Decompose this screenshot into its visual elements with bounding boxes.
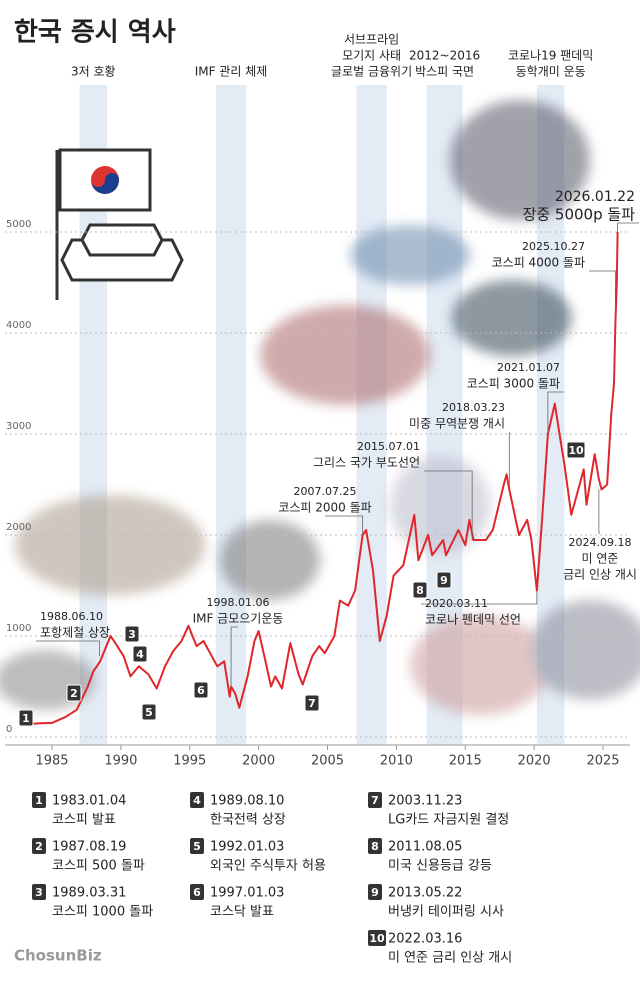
legend-date: 2022.03.16 [388, 932, 462, 947]
title: 한국 증시 역사 [14, 18, 176, 48]
legend-text: 한국전력 상장 [210, 813, 286, 828]
x-tick-label: 2005 [311, 754, 344, 769]
y-tick-label: 1000 [6, 623, 31, 634]
annotation-text: 2025.10.27 [522, 240, 585, 253]
legend-date: 2011.08.05 [388, 840, 462, 855]
legend-number: 1 [35, 794, 43, 807]
legend-date: 1997.01.03 [210, 886, 284, 901]
leader-line [618, 223, 639, 232]
annotation-text: 2015.07.01 [357, 440, 420, 453]
legend-text: 코스피 1000 돌파 [52, 905, 153, 920]
annotation-text: 금리 인상 개시 [563, 568, 637, 582]
x-tick-label: 2025 [586, 754, 619, 769]
annotation-text: 2007.07.25 [294, 485, 357, 498]
flag-icon [57, 150, 182, 300]
legend-text: LG카드 자금지원 결정 [388, 813, 509, 828]
annotation-text: 코스피 2000 돌파 [278, 501, 371, 515]
annotation-text: 2018.03.23 [442, 401, 505, 414]
legend-number: 5 [193, 840, 201, 853]
annotation-text: 그리스 국가 부도선언 [313, 456, 420, 470]
legend-number: 6 [193, 886, 201, 899]
period-label: 3저 호황 [71, 65, 116, 79]
period-label: 글로벌 금융위기 [331, 65, 412, 79]
annotation-text: 포항제철 상장 [40, 626, 110, 640]
legend-date: 1987.08.19 [52, 840, 126, 855]
annotation-text: 1998.01.06 [207, 596, 270, 609]
legend-date: 2013.05.22 [388, 886, 462, 901]
legend-text: 외국인 주식투자 허용 [210, 859, 326, 874]
annotation-text: 2020.03.11 [425, 597, 488, 610]
legend-number: 9 [371, 886, 379, 899]
legend-number: 2 [35, 840, 43, 853]
x-tick-label: 2020 [518, 754, 551, 769]
period-label: 2012~2016 [409, 49, 480, 63]
event-marker-number: 1 [22, 712, 30, 725]
annotation-text: 장중 5000p 돌파 [523, 206, 636, 224]
legend-number: 4 [193, 794, 201, 807]
event-marker-number: 2 [70, 687, 78, 700]
legend-text: 미국 신용등급 강등 [388, 859, 492, 874]
legend-text: 코스피 500 돌파 [52, 859, 145, 874]
legend-number: 7 [371, 794, 379, 807]
event-marker-number: 4 [136, 648, 144, 661]
legend-date: 1989.03.31 [52, 886, 126, 901]
leader-line [599, 490, 600, 533]
annotation-text: 2024.09.18 [569, 536, 632, 549]
annotation-text: 미 연준 [582, 552, 619, 566]
period-label: 코로나19 팬데믹 [508, 49, 593, 63]
period-label: 동학개미 운동 [516, 65, 586, 79]
logo: ChosunBiz [14, 947, 102, 965]
legend-number: 8 [371, 840, 379, 853]
legend-text: 버냉키 테이퍼링 시사 [388, 905, 504, 920]
legend-date: 2003.11.23 [388, 794, 462, 809]
legend-text: 코스닥 발표 [210, 905, 274, 920]
period-label: 서브프라임 [344, 33, 399, 47]
annotation-text: 미중 무역분쟁 개시 [409, 417, 505, 431]
y-tick-label: 3000 [6, 421, 31, 432]
legend-date: 1992.01.03 [210, 840, 284, 855]
period-band [356, 85, 386, 745]
event-marker-number: 9 [440, 574, 448, 587]
annotation-text: 코로나 펜데믹 선언 [425, 613, 521, 627]
legend-number: 10 [369, 932, 385, 945]
x-tick-label: 2010 [380, 754, 413, 769]
y-tick-label: 2000 [6, 522, 31, 533]
period-label: 모기지 사태 [342, 49, 401, 63]
period-label: 박스피 국면 [415, 65, 474, 79]
event-marker-number: 10 [568, 444, 584, 457]
event-marker-number: 7 [308, 697, 316, 710]
y-tick-label: 4000 [6, 320, 31, 331]
event-marker-number: 3 [128, 628, 136, 641]
annotation-text: 코스피 4000 돌파 [492, 256, 585, 270]
legend-date: 1989.08.10 [210, 794, 284, 809]
event-marker-number: 5 [145, 706, 153, 719]
annotation-text: 1988.06.10 [40, 610, 103, 623]
x-tick-label: 2015 [449, 754, 482, 769]
y-tick-label: 5000 [6, 219, 31, 230]
annotation-text: 2026.01.22 [555, 189, 635, 205]
x-tick-label: 1995 [173, 754, 206, 769]
legend-text: 미 연준 금리 인상 개시 [388, 951, 512, 966]
y-tick-label: 0 [6, 724, 12, 735]
annotation-text: 2021.01.07 [497, 361, 560, 374]
legend-number: 3 [35, 886, 43, 899]
annotation-text: IMF 금모으기운동 [193, 612, 284, 626]
x-tick-label: 1990 [104, 754, 137, 769]
x-tick-label: 1985 [35, 754, 68, 769]
x-tick-label: 2000 [242, 754, 275, 769]
period-label: IMF 관리 체제 [195, 65, 268, 79]
annotation-text: 코스피 3000 돌파 [467, 377, 560, 391]
leader-line [589, 271, 615, 323]
event-marker-number: 8 [416, 584, 424, 597]
legend-text: 코스피 발표 [52, 813, 116, 828]
legend-date: 1983.01.04 [52, 794, 126, 809]
event-marker-number: 6 [197, 684, 205, 697]
